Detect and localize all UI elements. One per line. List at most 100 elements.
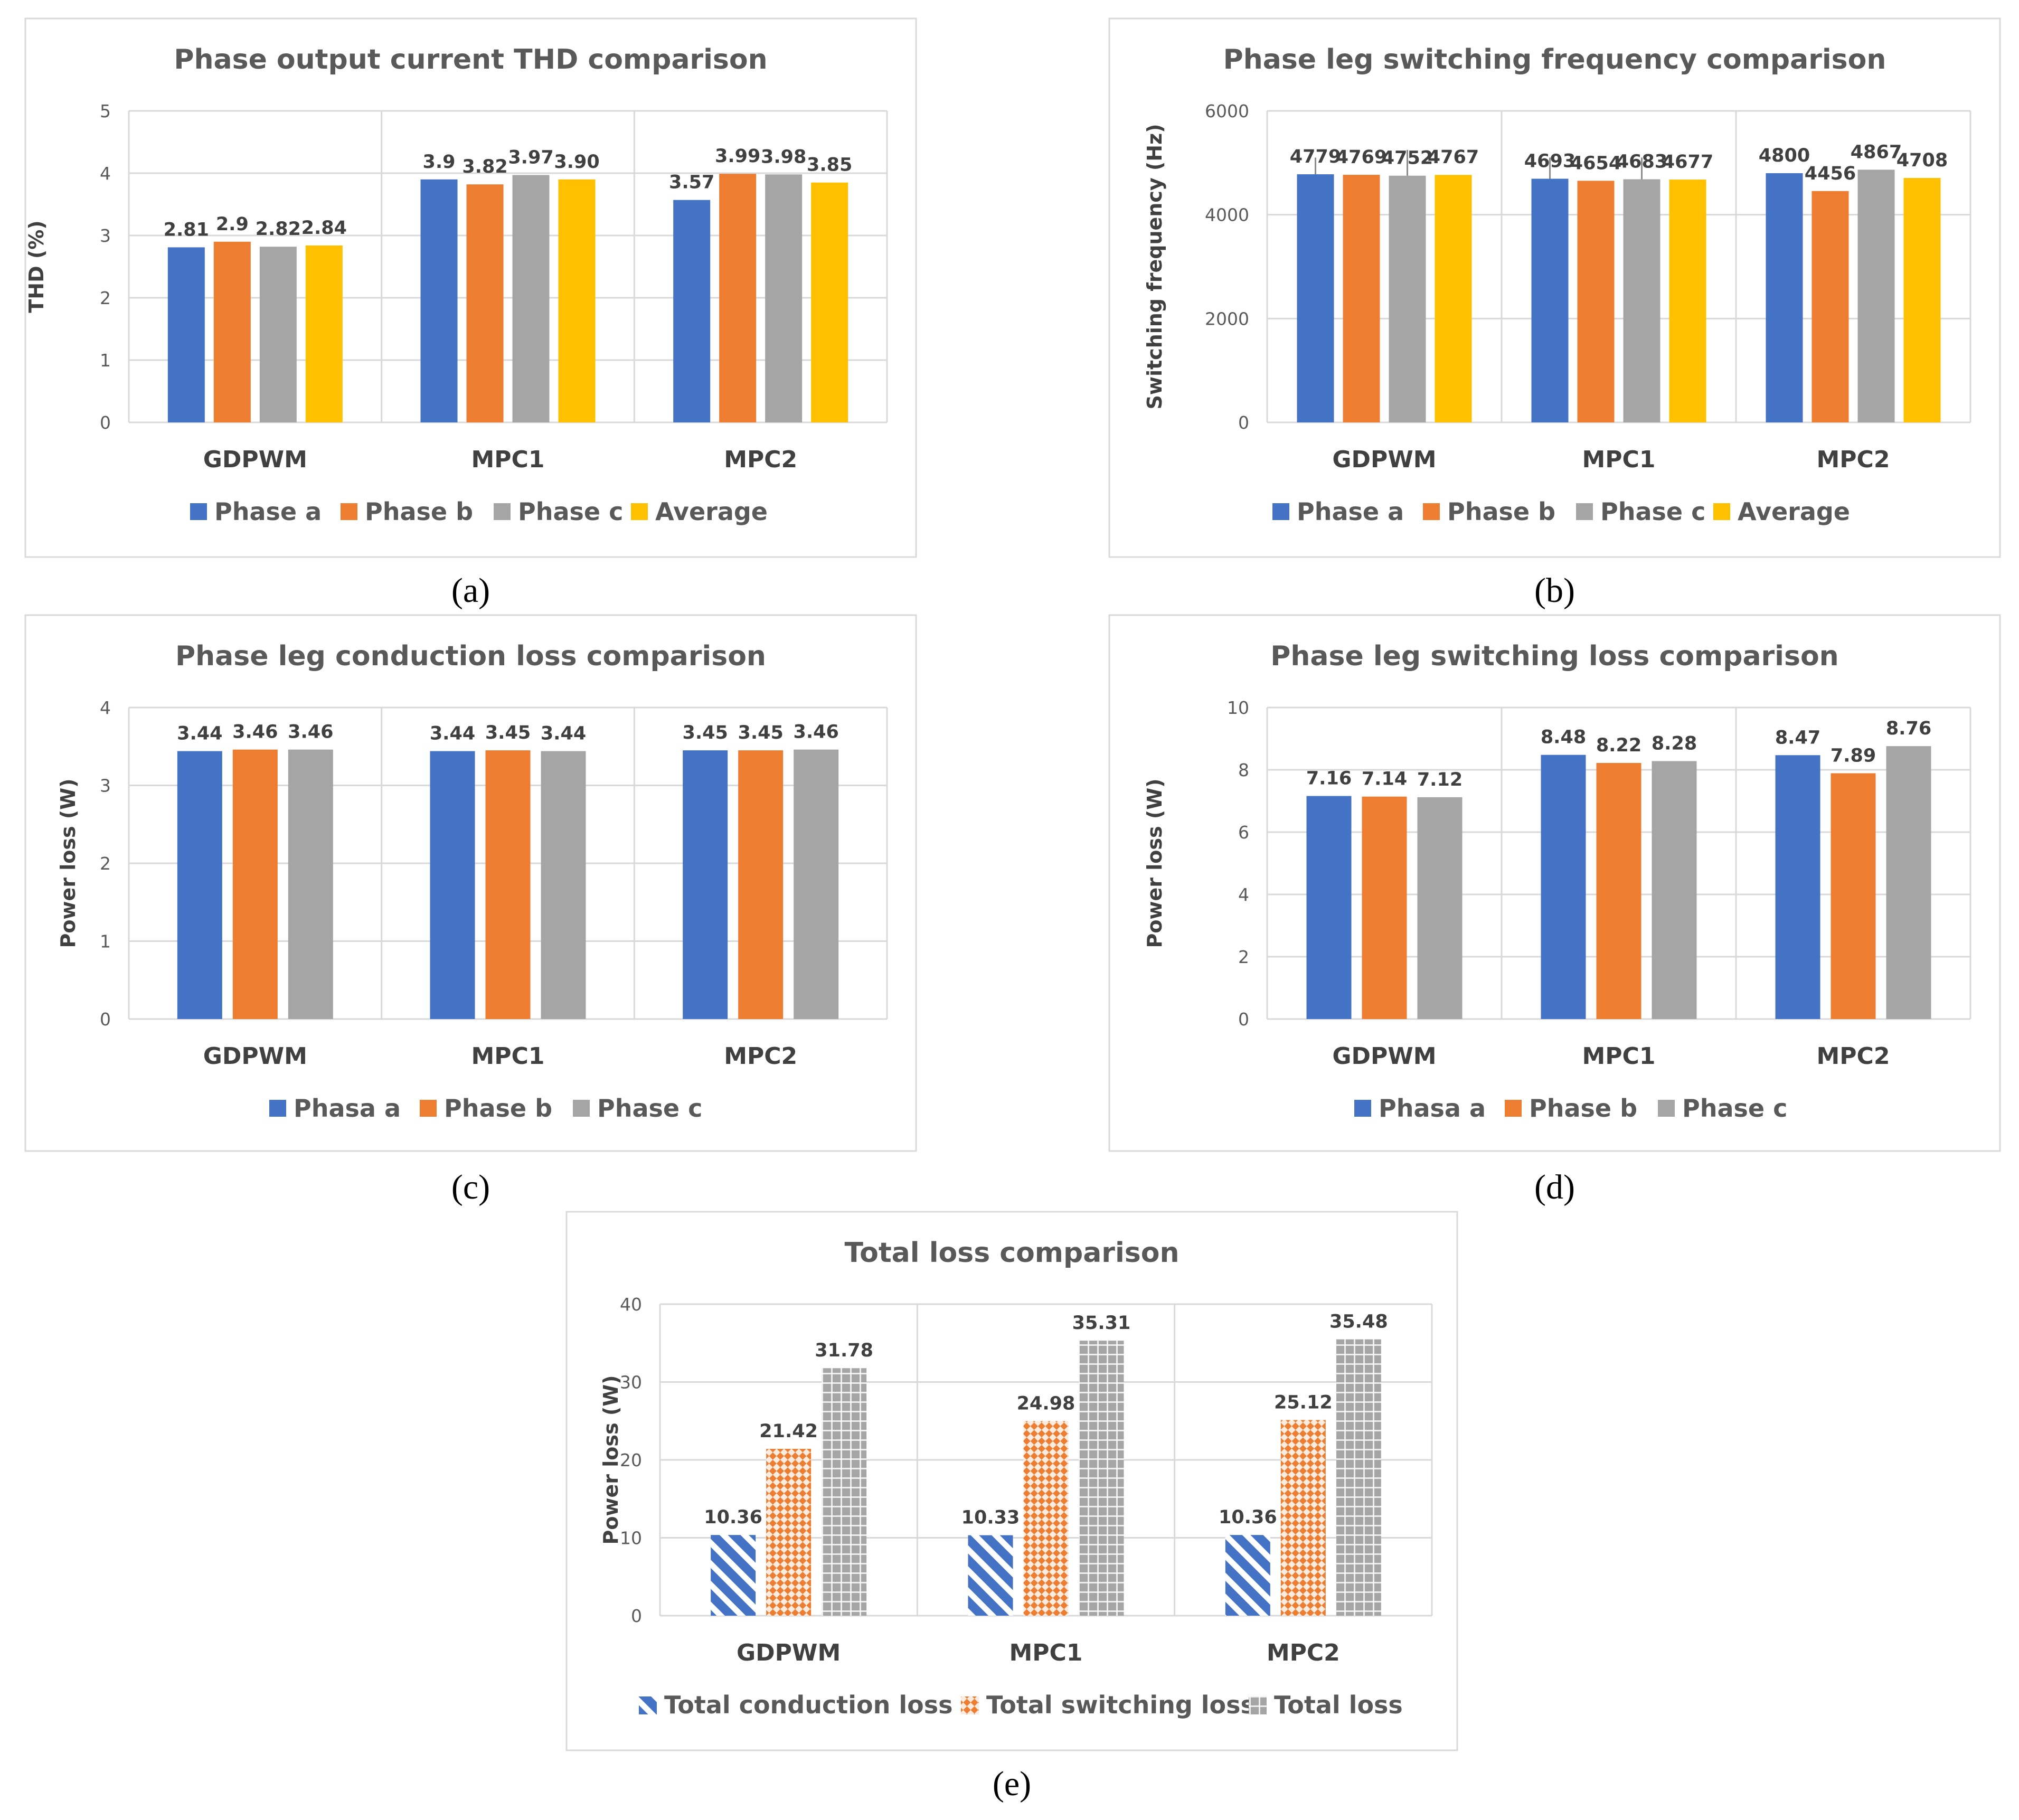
data-label: 35.31 (1072, 1313, 1131, 1334)
data-label: 3.44 (177, 723, 222, 744)
y-axis-label: Power loss (W) (599, 1375, 622, 1544)
chart-2: Phase leg conduction loss comparison 0 1 2 3… (24, 614, 917, 1152)
bar (765, 174, 803, 422)
bar (1886, 746, 1931, 1019)
bar (1812, 191, 1849, 422)
data-label: 24.98 (1017, 1393, 1075, 1414)
data-label: 2.82 (256, 219, 301, 240)
data-label: 4708 (1897, 150, 1948, 171)
data-label: 2.81 (164, 219, 209, 240)
bar (512, 175, 550, 422)
bar (167, 247, 205, 422)
data-label: 3.57 (669, 172, 714, 193)
y-tick-label: 2 (100, 853, 111, 874)
y-tick-label: 6000 (1205, 101, 1249, 121)
data-label: 4693 (1524, 151, 1575, 172)
category-label: GDPWM (737, 1639, 841, 1666)
chart-4: Total loss comparison 0 10 20 30 40 Power loss… (565, 1211, 1458, 1751)
data-label: 3.44 (430, 723, 475, 744)
y-tick-label: 3 (100, 776, 111, 796)
data-label: 4779 (1290, 146, 1341, 167)
bar (1417, 797, 1463, 1019)
data-label: 3.45 (682, 722, 728, 743)
bar (1225, 1535, 1270, 1616)
legend-swatch (573, 1100, 590, 1117)
category-label: MPC1 (1582, 446, 1656, 473)
bar (673, 200, 711, 422)
data-label: 10.36 (1219, 1507, 1277, 1528)
legend-swatch (1272, 503, 1289, 520)
legend-label: Total switching loss (986, 1691, 1255, 1719)
y-tick-label: 4 (100, 697, 111, 718)
data-label: 3.9 (422, 152, 455, 173)
bar (711, 1535, 756, 1616)
bar (1541, 755, 1586, 1019)
category-label: MPC1 (471, 446, 545, 473)
data-label: 2.9 (216, 214, 249, 235)
data-label: 3.46 (793, 722, 838, 743)
bar (541, 751, 586, 1019)
y-tick-label: 4 (1238, 884, 1249, 905)
bar (1831, 773, 1876, 1019)
panel-label: (b) (1534, 571, 1575, 610)
data-label: 7.16 (1306, 768, 1352, 789)
y-tick-label: 1 (100, 931, 111, 952)
data-label: 8.76 (1886, 718, 1931, 739)
bar (1531, 178, 1569, 422)
y-tick-label: 0 (1238, 1009, 1249, 1030)
bar (766, 1449, 812, 1616)
bar (1577, 181, 1615, 422)
y-axis-label: Power loss (W) (56, 778, 80, 948)
legend-swatch (1423, 503, 1440, 520)
y-tick-label: 10 (620, 1528, 642, 1549)
legend-label: Phase c (597, 1094, 702, 1123)
y-tick-label: 0 (100, 412, 111, 433)
legend-swatch (494, 503, 511, 520)
chart-title: Phase output current THD comparison (174, 44, 767, 76)
legend-label: Phasa a (1379, 1094, 1486, 1123)
data-label: 3.45 (738, 722, 783, 743)
panel-label: (d) (1534, 1168, 1575, 1206)
data-label: 4769 (1336, 147, 1387, 168)
bar (811, 182, 848, 422)
bar (1280, 1420, 1326, 1616)
chart-title: Phase leg switching loss comparison (1270, 640, 1838, 672)
data-label: 3.45 (485, 722, 531, 743)
legend-label: Phase c (1600, 497, 1705, 526)
legend-label: Phasa a (294, 1094, 401, 1123)
legend-label: Phase b (1529, 1094, 1637, 1123)
data-label: 8.28 (1652, 733, 1697, 754)
legend-swatch (190, 503, 207, 520)
bar (232, 749, 278, 1019)
data-label: 10.36 (704, 1507, 762, 1528)
legend-swatch (631, 503, 648, 520)
y-tick-label: 3 (100, 225, 111, 246)
legend-label: Phase a (1297, 497, 1404, 526)
legend-swatch (1713, 503, 1730, 520)
chart-0: Phase output current THD comparison 0 1 2 3 4… (24, 17, 917, 558)
bar (1079, 1341, 1124, 1616)
data-label: 4456 (1805, 163, 1856, 184)
legend-swatch (1658, 1100, 1675, 1117)
legend-swatch (1354, 1100, 1371, 1117)
data-label: 7.12 (1417, 769, 1463, 790)
data-label: 3.98 (761, 146, 806, 167)
category-label: GDPWM (203, 446, 307, 473)
y-tick-label: 4 (100, 163, 111, 184)
legend-swatch (341, 503, 357, 520)
bar (1766, 173, 1803, 422)
data-label: 10.33 (961, 1507, 1020, 1529)
bar (1389, 175, 1426, 422)
data-label: 4800 (1759, 145, 1810, 166)
data-label: 8.22 (1596, 735, 1641, 756)
legend-label: Phase a (214, 497, 322, 526)
y-tick-label: 2000 (1205, 308, 1249, 329)
legend-label: Total loss (1274, 1691, 1403, 1719)
bar (259, 247, 297, 422)
bar (430, 751, 475, 1019)
y-tick-label: 1 (100, 350, 111, 371)
bar (1306, 796, 1352, 1019)
category-label: MPC1 (1582, 1043, 1656, 1070)
bar (683, 750, 728, 1019)
